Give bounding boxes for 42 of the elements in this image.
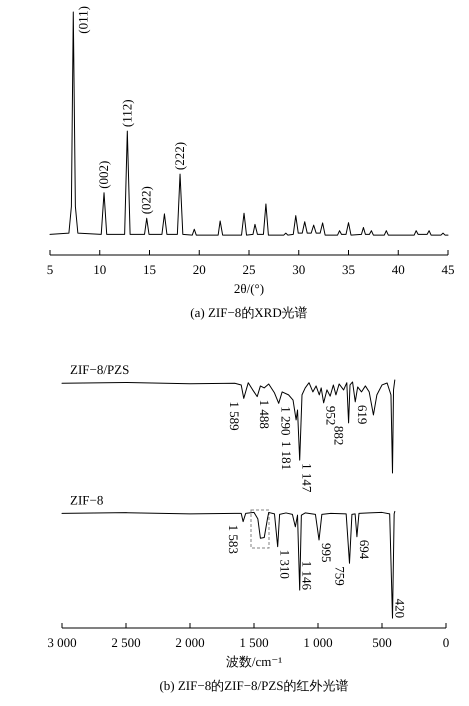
annotation: 1 589	[226, 401, 242, 431]
annotation: 952	[324, 406, 339, 426]
annotation: (222)	[172, 142, 188, 170]
annotation: (112)	[119, 99, 134, 128]
x-tick-label: 2 500	[111, 635, 141, 650]
annotation: (002)	[96, 160, 112, 189]
text: (a) ZIF−8的XRD光谱	[190, 305, 308, 320]
x-tick-label: 10	[93, 262, 106, 277]
annotation: 420	[392, 598, 408, 618]
annotation: 1 290	[278, 406, 294, 436]
series-label: ZIF−8/PZS	[70, 362, 130, 378]
x-tick-label: 3 000	[47, 635, 77, 650]
x-axis-title: 波数/cm⁻¹	[226, 654, 282, 669]
x-tick-label: 30	[292, 262, 306, 277]
x-tick-label: 35	[342, 262, 355, 277]
annotation: 759	[332, 566, 348, 586]
annotation: 1 146	[300, 560, 315, 591]
annotation: 694	[356, 540, 372, 560]
annotation: (022)	[138, 186, 154, 214]
annotation: 1 583	[226, 524, 242, 554]
annotation: 619	[355, 404, 370, 424]
annotation: 1 488	[257, 400, 272, 429]
x-tick-label: 25	[242, 262, 256, 277]
annotation: 882	[332, 426, 347, 446]
x-tick-label: 20	[192, 262, 206, 277]
x-tick-label: 45	[442, 262, 454, 277]
x-tick-label: 0	[442, 635, 450, 650]
text: (b) ZIF−8的ZIF−8/PZS的红外光谱	[159, 678, 349, 693]
annotation: 1 147	[300, 463, 315, 493]
x-tick-label: 1 000	[303, 635, 333, 650]
annotation: 995	[319, 542, 334, 562]
x-tick-label: 1 500	[239, 635, 269, 650]
x-tick-label: 5	[46, 262, 54, 277]
annotation: 1 310	[278, 550, 293, 579]
annotation: (011)	[75, 6, 90, 34]
series-label: ZIF−8	[70, 492, 104, 508]
annotation: 1 181	[279, 440, 294, 470]
x-tick-label: 500	[372, 635, 392, 650]
x-tick-label: 2 000	[175, 635, 205, 650]
x-axis-title: 2θ/(°)	[234, 281, 264, 296]
x-tick-label: 40	[392, 262, 405, 277]
x-tick-label: 15	[143, 262, 156, 277]
